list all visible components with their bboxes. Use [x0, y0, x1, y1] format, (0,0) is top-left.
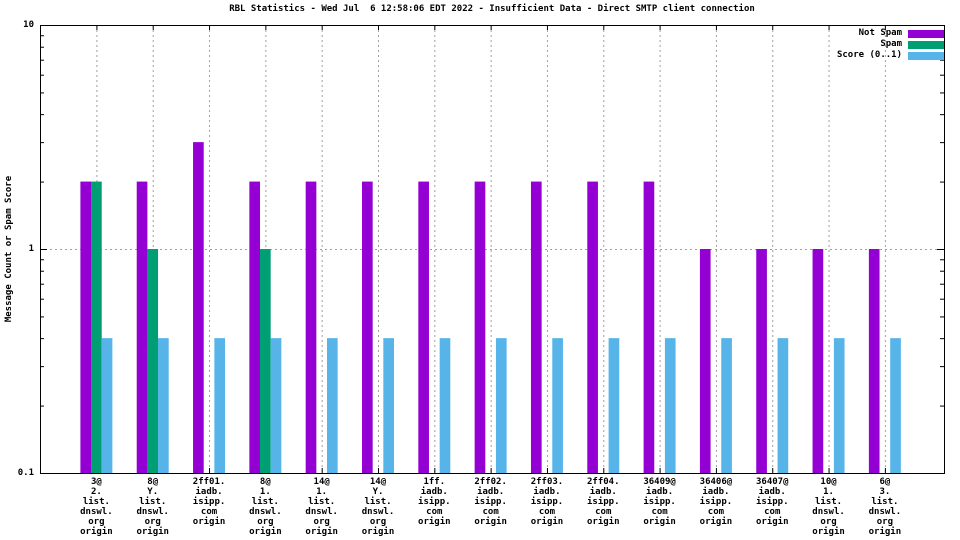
y-tick-label: 10: [23, 20, 34, 30]
bar-score-0-1-: [214, 338, 226, 473]
bar-score-0-1-: [721, 338, 732, 473]
y-tick-label: 1: [28, 244, 34, 254]
legend-label: Score (0..1): [836, 50, 902, 60]
bar-score-0-1-: [270, 338, 282, 473]
x-tick-label: 36409@ iadb. isipp. com origin: [643, 477, 676, 527]
bar-score-0-1-: [552, 338, 563, 473]
bar-not-spam: [193, 142, 204, 474]
legend-label: Spam: [880, 39, 902, 49]
bar-not-spam: [80, 181, 92, 473]
x-tick-label: 8@ 1. list. dnswl. org origin: [249, 477, 282, 537]
chart-title: RBL Statistics - Wed Jul 6 12:58:06 EDT …: [229, 4, 755, 14]
x-tick-label: 14@ 1. list. dnswl. org origin: [305, 477, 338, 537]
bar-not-spam: [136, 181, 148, 473]
plot-border: [40, 25, 945, 474]
legend: Not Spam Spam Score (0..1): [837, 29, 944, 60]
bar-not-spam: [868, 249, 880, 473]
legend-swatch: [908, 51, 944, 60]
bar-score-0-1-: [664, 338, 676, 473]
x-tick-label: 36406@ iadb. isipp. com origin: [699, 477, 733, 527]
bar-not-spam: [418, 181, 429, 473]
legend-swatch: [908, 29, 944, 38]
bar-score-0-1-: [101, 338, 113, 473]
bar-spam: [147, 249, 159, 473]
bar-score-0-1-: [327, 338, 338, 473]
x-tick-label: 2ff04. iadb. isipp. com origin: [587, 477, 620, 527]
x-tick-label: 14@ Y. list. dnswl. org origin: [361, 477, 395, 537]
bar-spam: [260, 249, 271, 473]
x-tick-label: 10@ 1. list. dnswl. org origin: [812, 477, 845, 537]
bar-score-0-1-: [777, 338, 789, 473]
legend-item: Score (0..1): [837, 51, 944, 60]
bar-score-0-1-: [833, 338, 845, 473]
bar-not-spam: [756, 249, 767, 473]
legend-item: Not Spam: [837, 29, 944, 38]
x-tick-label: 8@ Y. list. dnswl. org origin: [136, 477, 169, 537]
bar-not-spam: [699, 249, 711, 473]
bar-not-spam: [474, 181, 486, 473]
bar-not-spam: [643, 181, 655, 473]
x-tick-label: 2ff01. iadb. isipp. com origin: [192, 477, 226, 527]
bar-score-0-1-: [608, 338, 620, 473]
legend-swatch: [908, 40, 944, 49]
bar-not-spam: [249, 181, 261, 473]
bar-score-0-1-: [158, 338, 169, 473]
x-tick-label: 36407@ iadb. isipp. com origin: [755, 477, 789, 527]
x-tick-label: 6@ 3. list. dnswl. org origin: [868, 477, 902, 537]
bar-score-0-1-: [383, 338, 394, 473]
x-tick-label: 2ff03. iadb. isipp. com origin: [530, 477, 564, 527]
bar-score-0-1-: [890, 338, 901, 473]
bar-not-spam: [305, 181, 317, 473]
legend-item: Spam: [837, 40, 944, 49]
bar-score-0-1-: [439, 338, 451, 473]
legend-label: Not Spam: [858, 28, 902, 38]
bar-spam: [91, 181, 102, 473]
x-tick-label: 2ff02. iadb. isipp. com origin: [474, 477, 507, 527]
bar-not-spam: [362, 181, 373, 473]
x-tick-label: 3@ 2. list. dnswl. org origin: [80, 477, 113, 537]
x-tick-label: 1ff. iadb. isipp. com origin: [418, 477, 451, 527]
bar-score-0-1-: [495, 338, 507, 473]
y-tick-label: 0.1: [17, 468, 34, 478]
bar-not-spam: [530, 181, 542, 473]
bar-not-spam: [587, 181, 598, 473]
bar-not-spam: [812, 249, 824, 473]
